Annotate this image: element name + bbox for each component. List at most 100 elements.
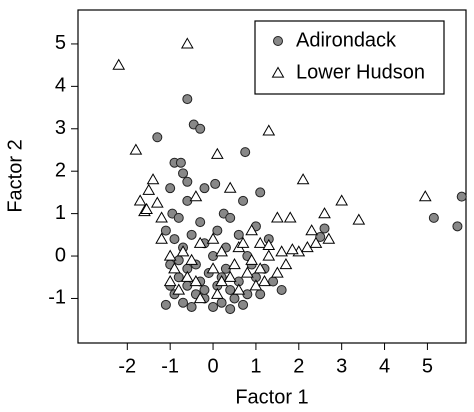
point bbox=[315, 231, 326, 242]
point bbox=[215, 245, 228, 257]
point bbox=[178, 297, 189, 308]
point bbox=[140, 202, 153, 215]
point bbox=[206, 232, 220, 244]
point bbox=[275, 245, 289, 257]
point bbox=[270, 211, 284, 223]
point bbox=[168, 262, 181, 274]
point bbox=[240, 147, 251, 158]
point bbox=[186, 301, 197, 312]
point bbox=[195, 123, 206, 134]
point bbox=[172, 283, 186, 295]
point bbox=[309, 236, 323, 248]
y-tick-label: 0 bbox=[55, 244, 66, 266]
point bbox=[216, 297, 227, 308]
point bbox=[210, 287, 224, 299]
point bbox=[165, 183, 176, 194]
point bbox=[175, 157, 186, 168]
point bbox=[163, 274, 177, 287]
point bbox=[189, 274, 203, 287]
point bbox=[238, 195, 249, 206]
x-tick-label: 0 bbox=[207, 355, 218, 377]
point bbox=[163, 249, 177, 261]
point bbox=[199, 183, 210, 194]
point bbox=[193, 236, 207, 248]
point bbox=[279, 258, 293, 270]
point bbox=[262, 249, 276, 261]
point bbox=[240, 266, 254, 278]
point bbox=[173, 212, 184, 223]
point bbox=[146, 173, 160, 185]
y-tick-label: -1 bbox=[48, 287, 66, 309]
point bbox=[155, 232, 168, 244]
legend-label: Lower Hudson bbox=[296, 61, 425, 83]
y-tick-label: 5 bbox=[55, 32, 66, 54]
point bbox=[210, 178, 221, 189]
point bbox=[129, 143, 143, 155]
point bbox=[270, 266, 284, 278]
point bbox=[225, 304, 236, 315]
point bbox=[335, 194, 349, 206]
point bbox=[180, 270, 194, 282]
point bbox=[253, 262, 267, 274]
legend-marker bbox=[271, 66, 285, 78]
point bbox=[189, 190, 203, 202]
point bbox=[305, 224, 319, 236]
point bbox=[236, 236, 250, 248]
point bbox=[208, 301, 219, 312]
point bbox=[255, 187, 266, 198]
point bbox=[133, 194, 147, 206]
point bbox=[322, 232, 336, 244]
point bbox=[185, 253, 198, 265]
point bbox=[182, 176, 193, 187]
point bbox=[176, 245, 190, 257]
point bbox=[160, 299, 171, 310]
point bbox=[276, 284, 287, 295]
point bbox=[160, 225, 171, 236]
point bbox=[232, 283, 246, 295]
point bbox=[255, 289, 266, 300]
point bbox=[178, 168, 189, 179]
point bbox=[193, 291, 207, 304]
y-tick-label: 1 bbox=[55, 202, 66, 224]
point bbox=[206, 262, 220, 274]
point bbox=[142, 183, 156, 195]
point bbox=[195, 217, 206, 228]
x-tick-label: 5 bbox=[422, 355, 433, 377]
x-tick-label: 4 bbox=[379, 355, 390, 377]
x-tick-label: 2 bbox=[293, 355, 304, 377]
plot-frame bbox=[77, 9, 467, 344]
point bbox=[283, 211, 297, 223]
point bbox=[155, 211, 168, 223]
x-tick-label: 1 bbox=[250, 355, 261, 377]
point bbox=[199, 284, 210, 295]
legend-marker bbox=[273, 36, 283, 46]
point bbox=[215, 274, 228, 287]
point bbox=[112, 58, 126, 70]
point bbox=[182, 94, 193, 105]
y-axis-label: Factor 2 bbox=[4, 139, 26, 212]
y-tick-label: 2 bbox=[55, 159, 66, 181]
point bbox=[169, 234, 180, 245]
x-tick-label: -1 bbox=[161, 355, 179, 377]
point bbox=[452, 221, 463, 232]
point bbox=[223, 181, 237, 193]
legend bbox=[254, 20, 445, 95]
point bbox=[258, 274, 271, 287]
point bbox=[152, 132, 163, 143]
point bbox=[210, 147, 224, 159]
legend-label: Adirondack bbox=[296, 29, 397, 51]
point bbox=[249, 279, 263, 291]
y-tick-label: 3 bbox=[55, 117, 66, 139]
point bbox=[233, 229, 244, 240]
x-tick-label: 3 bbox=[336, 355, 347, 377]
point bbox=[186, 229, 197, 240]
point bbox=[262, 124, 276, 136]
point bbox=[286, 243, 299, 255]
point bbox=[318, 207, 331, 219]
point bbox=[212, 225, 223, 236]
y-tick-label: 4 bbox=[55, 75, 66, 97]
point bbox=[418, 190, 432, 202]
point bbox=[253, 236, 267, 248]
point bbox=[245, 224, 258, 236]
